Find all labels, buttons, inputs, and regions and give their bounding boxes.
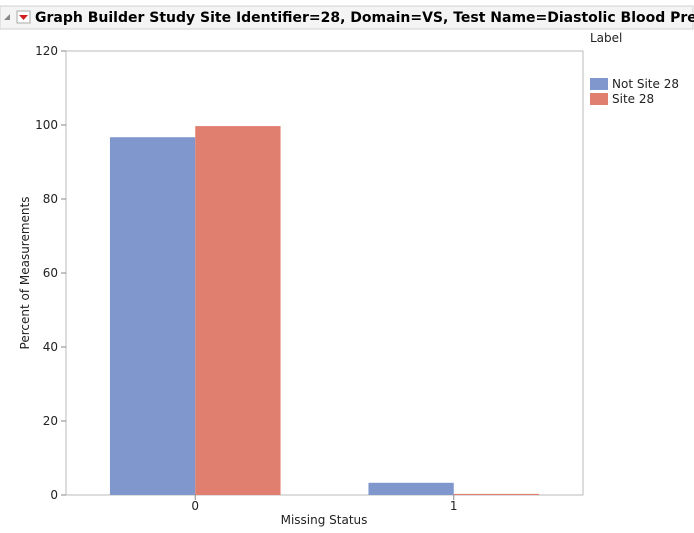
y-tick-label: 20 [43, 414, 58, 428]
legend-title: Label [590, 31, 622, 45]
legend-swatch [590, 93, 608, 105]
title-bar [0, 5, 694, 30]
bar [368, 482, 454, 495]
y-tick-label: 100 [35, 118, 58, 132]
y-tick-label: 60 [43, 266, 58, 280]
menu-arrow [19, 15, 28, 20]
bar [109, 137, 196, 495]
x-axis-label: Missing Status [281, 513, 368, 527]
y-tick-label: 80 [43, 192, 58, 206]
chart-title: Graph Builder Study Site Identifier=28, … [35, 10, 694, 26]
x-tick-label: 0 [191, 499, 199, 513]
disclosure-icon[interactable] [4, 14, 10, 20]
legend-label: Site 28 [612, 92, 654, 106]
y-tick-label: 120 [35, 44, 58, 58]
bar [453, 493, 540, 495]
x-tick-label: 1 [450, 499, 458, 513]
y-tick-label: 40 [43, 340, 58, 354]
y-axis-label: Percent of Measurements [18, 197, 32, 350]
y-tick-label: 0 [50, 488, 58, 502]
legend-swatch [590, 78, 608, 90]
bar [195, 126, 281, 496]
legend-label: Not Site 28 [612, 77, 679, 91]
